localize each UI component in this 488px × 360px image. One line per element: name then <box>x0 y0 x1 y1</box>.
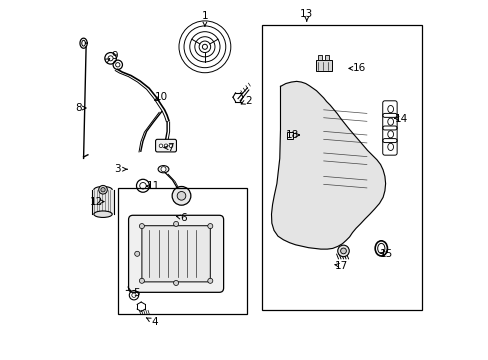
Circle shape <box>207 224 212 229</box>
Bar <box>325 55 329 60</box>
Circle shape <box>161 167 166 172</box>
Text: 13: 13 <box>300 9 313 19</box>
Circle shape <box>207 278 212 283</box>
Circle shape <box>99 185 107 194</box>
Bar <box>261 25 421 310</box>
Bar <box>317 55 322 60</box>
Ellipse shape <box>387 143 393 150</box>
Circle shape <box>177 192 185 200</box>
Bar <box>92 190 114 214</box>
Text: 12: 12 <box>89 197 102 207</box>
Circle shape <box>139 278 144 283</box>
Ellipse shape <box>94 186 112 193</box>
Ellipse shape <box>387 105 393 113</box>
FancyBboxPatch shape <box>128 215 223 292</box>
Polygon shape <box>271 81 385 249</box>
Circle shape <box>172 186 190 205</box>
Text: 5: 5 <box>133 288 140 298</box>
Bar <box>118 188 247 314</box>
Circle shape <box>169 144 172 148</box>
FancyBboxPatch shape <box>142 226 210 282</box>
Text: 4: 4 <box>151 317 158 327</box>
Text: 6: 6 <box>180 213 186 223</box>
Ellipse shape <box>387 131 393 138</box>
Text: 11: 11 <box>147 181 160 191</box>
Text: 1: 1 <box>201 11 208 21</box>
FancyBboxPatch shape <box>155 139 176 152</box>
Text: 3: 3 <box>114 164 121 174</box>
Text: 10: 10 <box>155 92 168 102</box>
Text: 16: 16 <box>352 63 366 73</box>
Text: 17: 17 <box>334 261 347 271</box>
Ellipse shape <box>387 118 393 125</box>
Text: 9: 9 <box>111 51 118 61</box>
Text: 8: 8 <box>75 103 81 113</box>
Circle shape <box>173 280 178 285</box>
Circle shape <box>340 248 346 254</box>
Ellipse shape <box>158 166 168 173</box>
Bar <box>286 132 293 139</box>
Circle shape <box>164 144 167 148</box>
Circle shape <box>159 144 163 148</box>
Text: 15: 15 <box>379 249 392 259</box>
Circle shape <box>337 245 348 257</box>
Bar <box>315 60 331 71</box>
Text: 2: 2 <box>244 96 251 106</box>
Text: 7: 7 <box>167 143 174 153</box>
Circle shape <box>139 224 144 229</box>
Circle shape <box>101 188 105 192</box>
Circle shape <box>134 251 140 256</box>
Circle shape <box>173 221 178 226</box>
Text: 14: 14 <box>394 114 407 124</box>
Text: 18: 18 <box>285 130 298 140</box>
Ellipse shape <box>94 211 112 217</box>
